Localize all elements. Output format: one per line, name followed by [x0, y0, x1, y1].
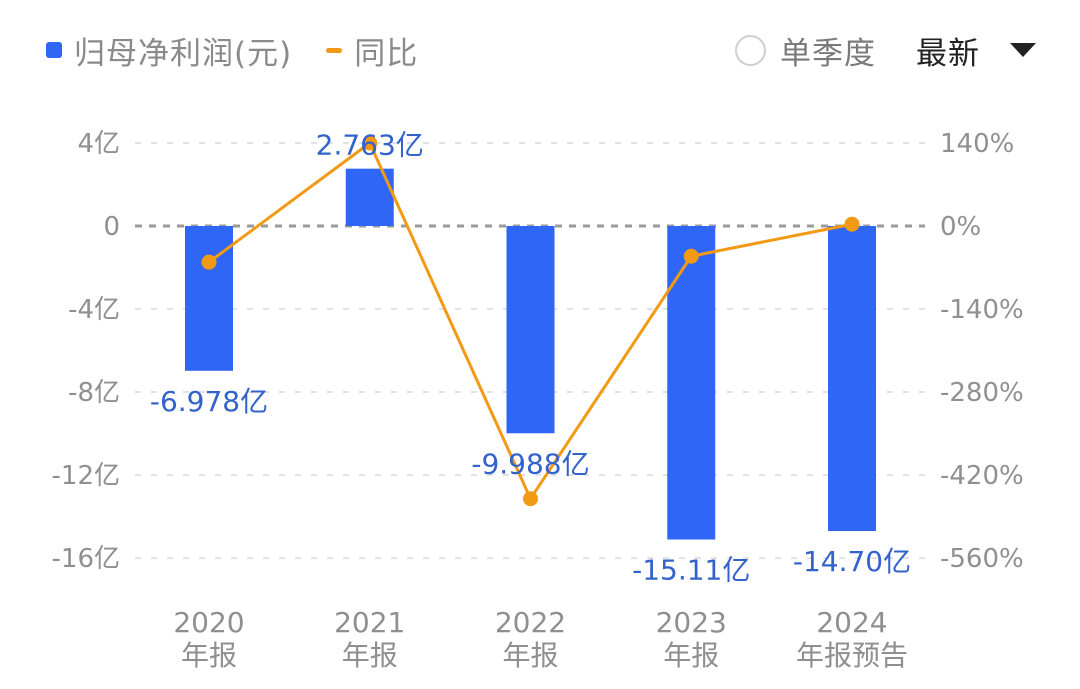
- sort-select[interactable]: 最新: [916, 35, 980, 72]
- bar-value-label: -6.978亿: [150, 385, 268, 418]
- right-axis-tick: 140%: [940, 129, 1014, 159]
- right-axis-tick: -140%: [940, 295, 1024, 325]
- yoy-point[interactable]: [201, 254, 217, 270]
- left-axis-tick: 0: [103, 212, 120, 242]
- square-marker-icon: [46, 42, 62, 58]
- x-axis-label: 年报: [663, 639, 719, 672]
- single-quarter-label[interactable]: 单季度: [780, 35, 876, 72]
- chart-legend: 归母净利润(元) 同比: [46, 28, 452, 72]
- left-axis-tick: 4亿: [77, 129, 120, 159]
- x-axis-label: 年报: [181, 639, 237, 672]
- line-marker-icon: [326, 47, 343, 53]
- left-axis-tick: -16亿: [52, 544, 120, 574]
- x-axis-label: 2023: [656, 606, 727, 639]
- chart-controls: 单季度 最新: [735, 28, 1036, 72]
- right-axis-tick: -280%: [940, 378, 1024, 408]
- bar-value-label: -9.988亿: [471, 447, 589, 480]
- left-axis-tick: -8亿: [68, 378, 120, 408]
- yoy-point[interactable]: [683, 248, 699, 264]
- legend-item-net-profit[interactable]: 归母净利润(元): [46, 28, 292, 73]
- right-axis-tick: -420%: [940, 461, 1024, 491]
- legend-label: 同比: [354, 35, 419, 72]
- x-axis-label: 年报: [342, 639, 398, 672]
- bar-value-label: -14.70亿: [793, 545, 911, 578]
- left-axis-tick: -4亿: [68, 295, 120, 325]
- left-axis-tick: -12亿: [52, 461, 120, 491]
- x-axis-label: 年报: [502, 639, 558, 672]
- bar-value-label: 2.763亿: [316, 129, 424, 162]
- yoy-point[interactable]: [844, 216, 860, 232]
- right-axis-tick: 0%: [940, 212, 981, 242]
- single-quarter-radio[interactable]: [735, 34, 766, 66]
- bar[interactable]: [667, 226, 716, 540]
- x-axis-label: 2020: [173, 606, 244, 639]
- legend-label: 归母净利润(元): [74, 35, 293, 72]
- x-axis-label: 年报预告: [796, 639, 908, 672]
- bar[interactable]: [506, 226, 555, 434]
- x-axis-label: 2022: [495, 606, 566, 639]
- x-axis-label: 2024: [816, 606, 887, 639]
- bar[interactable]: [185, 226, 233, 371]
- right-axis-tick: -560%: [940, 544, 1024, 574]
- yoy-point[interactable]: [362, 135, 378, 151]
- yoy-point[interactable]: [523, 491, 538, 507]
- bar[interactable]: [828, 226, 876, 532]
- x-axis-label: 2021: [334, 606, 405, 639]
- caret-down-icon[interactable]: [1010, 43, 1036, 57]
- legend-item-yoy[interactable]: 同比: [326, 28, 418, 73]
- bar-value-label: -15.11亿: [632, 554, 750, 587]
